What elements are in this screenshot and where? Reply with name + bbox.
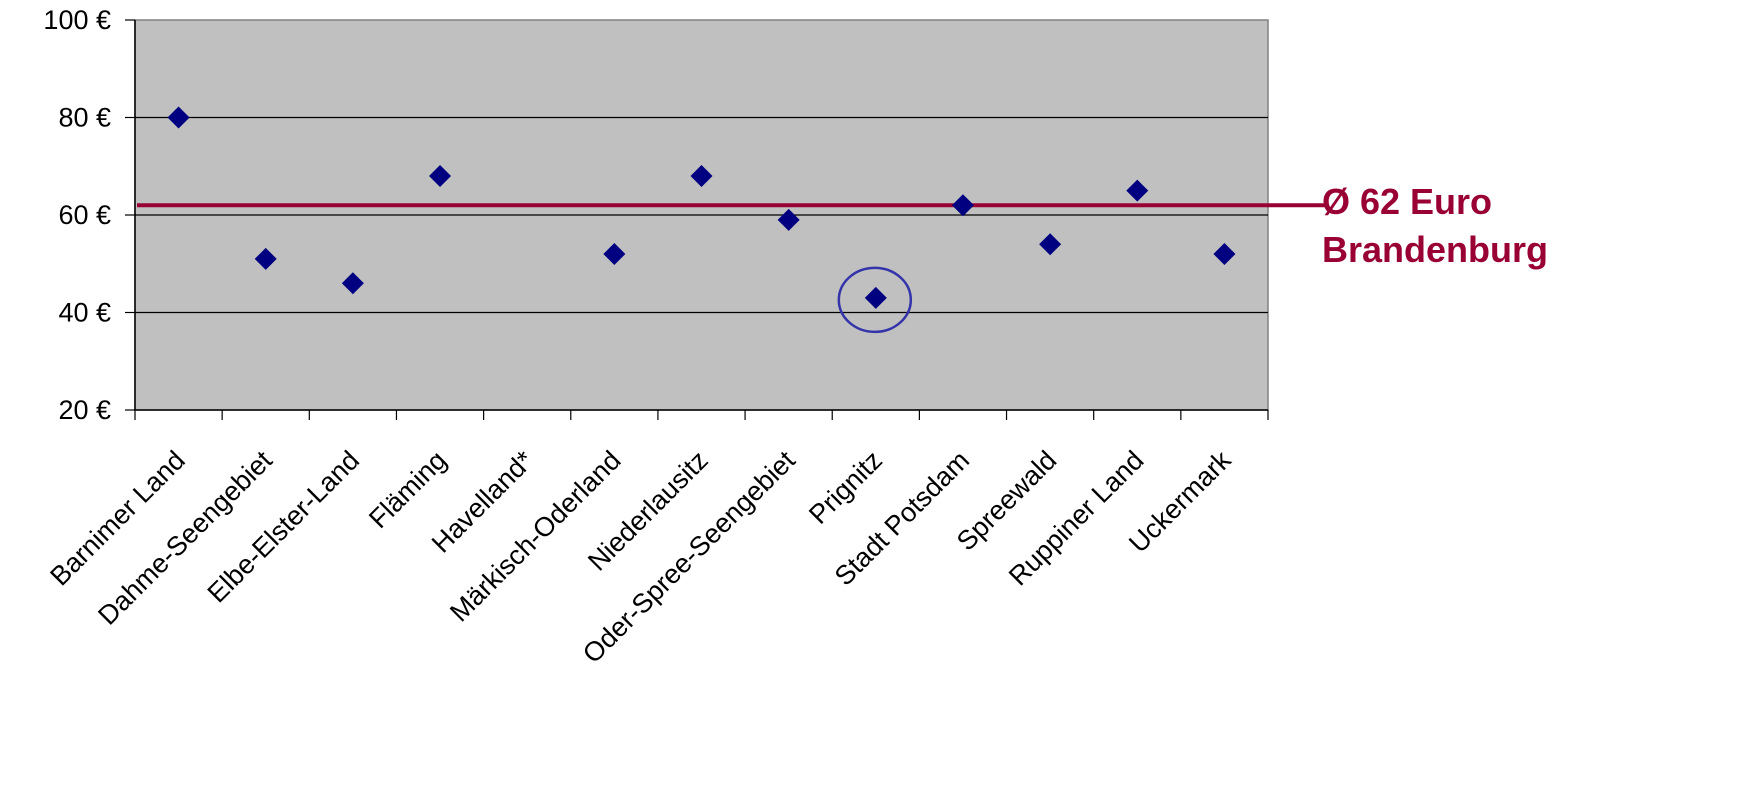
data-point bbox=[603, 243, 626, 265]
data-point bbox=[951, 194, 974, 217]
y-tick-label: 100 € bbox=[43, 5, 111, 35]
x-tick-label: Elbe-Elster-Land bbox=[202, 445, 365, 608]
average-label-line2: Brandenburg bbox=[1322, 229, 1548, 270]
data-point bbox=[864, 286, 887, 309]
data-point bbox=[1126, 179, 1149, 202]
data-point bbox=[167, 106, 190, 129]
data-point bbox=[777, 208, 800, 231]
grid-lines bbox=[135, 116, 1268, 314]
x-tick-labels: Barnimer LandDahme-SeengebietElbe-Elster… bbox=[44, 445, 1237, 669]
y-tick-label: 20 € bbox=[58, 395, 111, 425]
axes bbox=[125, 19, 1269, 420]
x-tick-label: Prignitz bbox=[803, 445, 888, 530]
x-tick-label: Märkisch-Oderland bbox=[444, 445, 626, 627]
highlight-circle bbox=[837, 266, 913, 334]
data-point bbox=[429, 165, 452, 187]
average-label-line1: Ø 62 Euro bbox=[1322, 181, 1492, 222]
y-tick-label: 60 € bbox=[58, 200, 111, 230]
data-points bbox=[167, 106, 1236, 309]
y-tick-label: 80 € bbox=[58, 103, 111, 133]
data-point bbox=[1213, 243, 1236, 265]
data-point bbox=[690, 165, 713, 187]
data-point bbox=[254, 247, 277, 270]
y-tick-labels: 20 € 40 € 60 € 80 € 100 € bbox=[43, 5, 111, 425]
data-point bbox=[341, 272, 364, 295]
x-tick-label: Fläming bbox=[363, 445, 452, 534]
data-point bbox=[1039, 233, 1062, 256]
y-tick-label: 40 € bbox=[58, 298, 111, 328]
